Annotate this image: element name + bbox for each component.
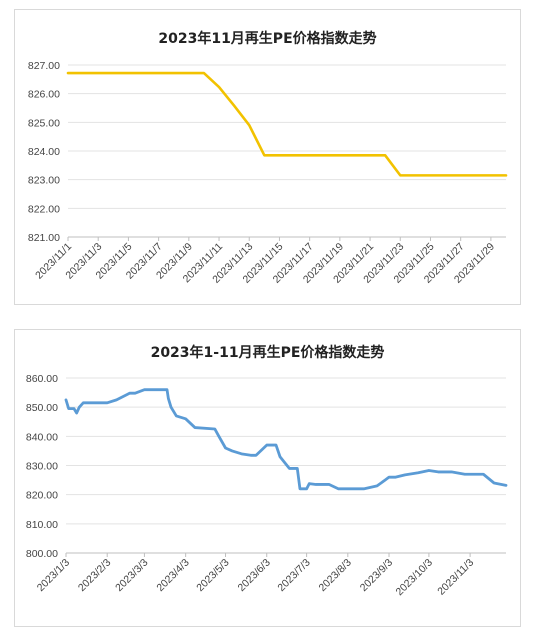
chart-nov-svg: 2023年11月再生PE价格指数走势 827.00 826.00 825.00 824…	[28, 30, 508, 286]
y-tick-label: 820.00	[26, 490, 58, 502]
y-tick-label: 825.00	[28, 117, 60, 129]
x-tick-label: 2023/1/3	[35, 557, 72, 594]
y-tick-label: 823.00	[28, 175, 60, 187]
x-tick-label: 2023/11/3	[435, 557, 476, 598]
x-tick-label: 2023/6/3	[235, 557, 272, 594]
y-tick-label: 822.00	[28, 203, 60, 215]
series-line	[66, 71, 508, 177]
y-tick-label: 821.00	[28, 232, 60, 244]
x-tick-label: 2023/10/3	[394, 557, 436, 599]
y-tick-label: 810.00	[26, 519, 58, 531]
chart-title: 2023年1-11月再生PE价格指数走势	[151, 344, 385, 361]
x-tick-label: 2023/3/3	[113, 557, 150, 594]
chart-title: 2023年11月再生PE价格指数走势	[158, 30, 376, 47]
y-tick-label: 840.00	[26, 431, 58, 443]
x-tick-label: 2023/8/3	[317, 557, 354, 594]
x-tick-label: 2023/4/3	[154, 557, 191, 594]
y-tick-label: 850.00	[26, 402, 58, 414]
chart-jan-nov: 2023年1-11月再生PE价格指数走势 860.00 850.00 840.00 8…	[14, 329, 521, 627]
y-tick-label: 826.00	[28, 89, 60, 101]
y-tick-label: 860.00	[26, 373, 58, 385]
x-tick-label: 2023/9/3	[358, 557, 395, 594]
chart-jan-nov-svg: 2023年1-11月再生PE价格指数走势 860.00 850.00 840.00 8…	[26, 344, 508, 599]
series-line	[64, 388, 508, 491]
x-tick-label: 2023/2/3	[76, 557, 113, 594]
x-tick-label: 2023/5/3	[194, 557, 231, 594]
x-tick-label: 2023/7/3	[275, 557, 312, 594]
y-tick-label: 824.00	[28, 146, 60, 158]
y-tick-label: 800.00	[26, 548, 58, 560]
y-tick-label: 830.00	[26, 461, 58, 473]
y-tick-label: 827.00	[28, 60, 60, 72]
chart-nov: 2023年11月再生PE价格指数走势 827.00 826.00 825.00 824…	[14, 9, 521, 305]
